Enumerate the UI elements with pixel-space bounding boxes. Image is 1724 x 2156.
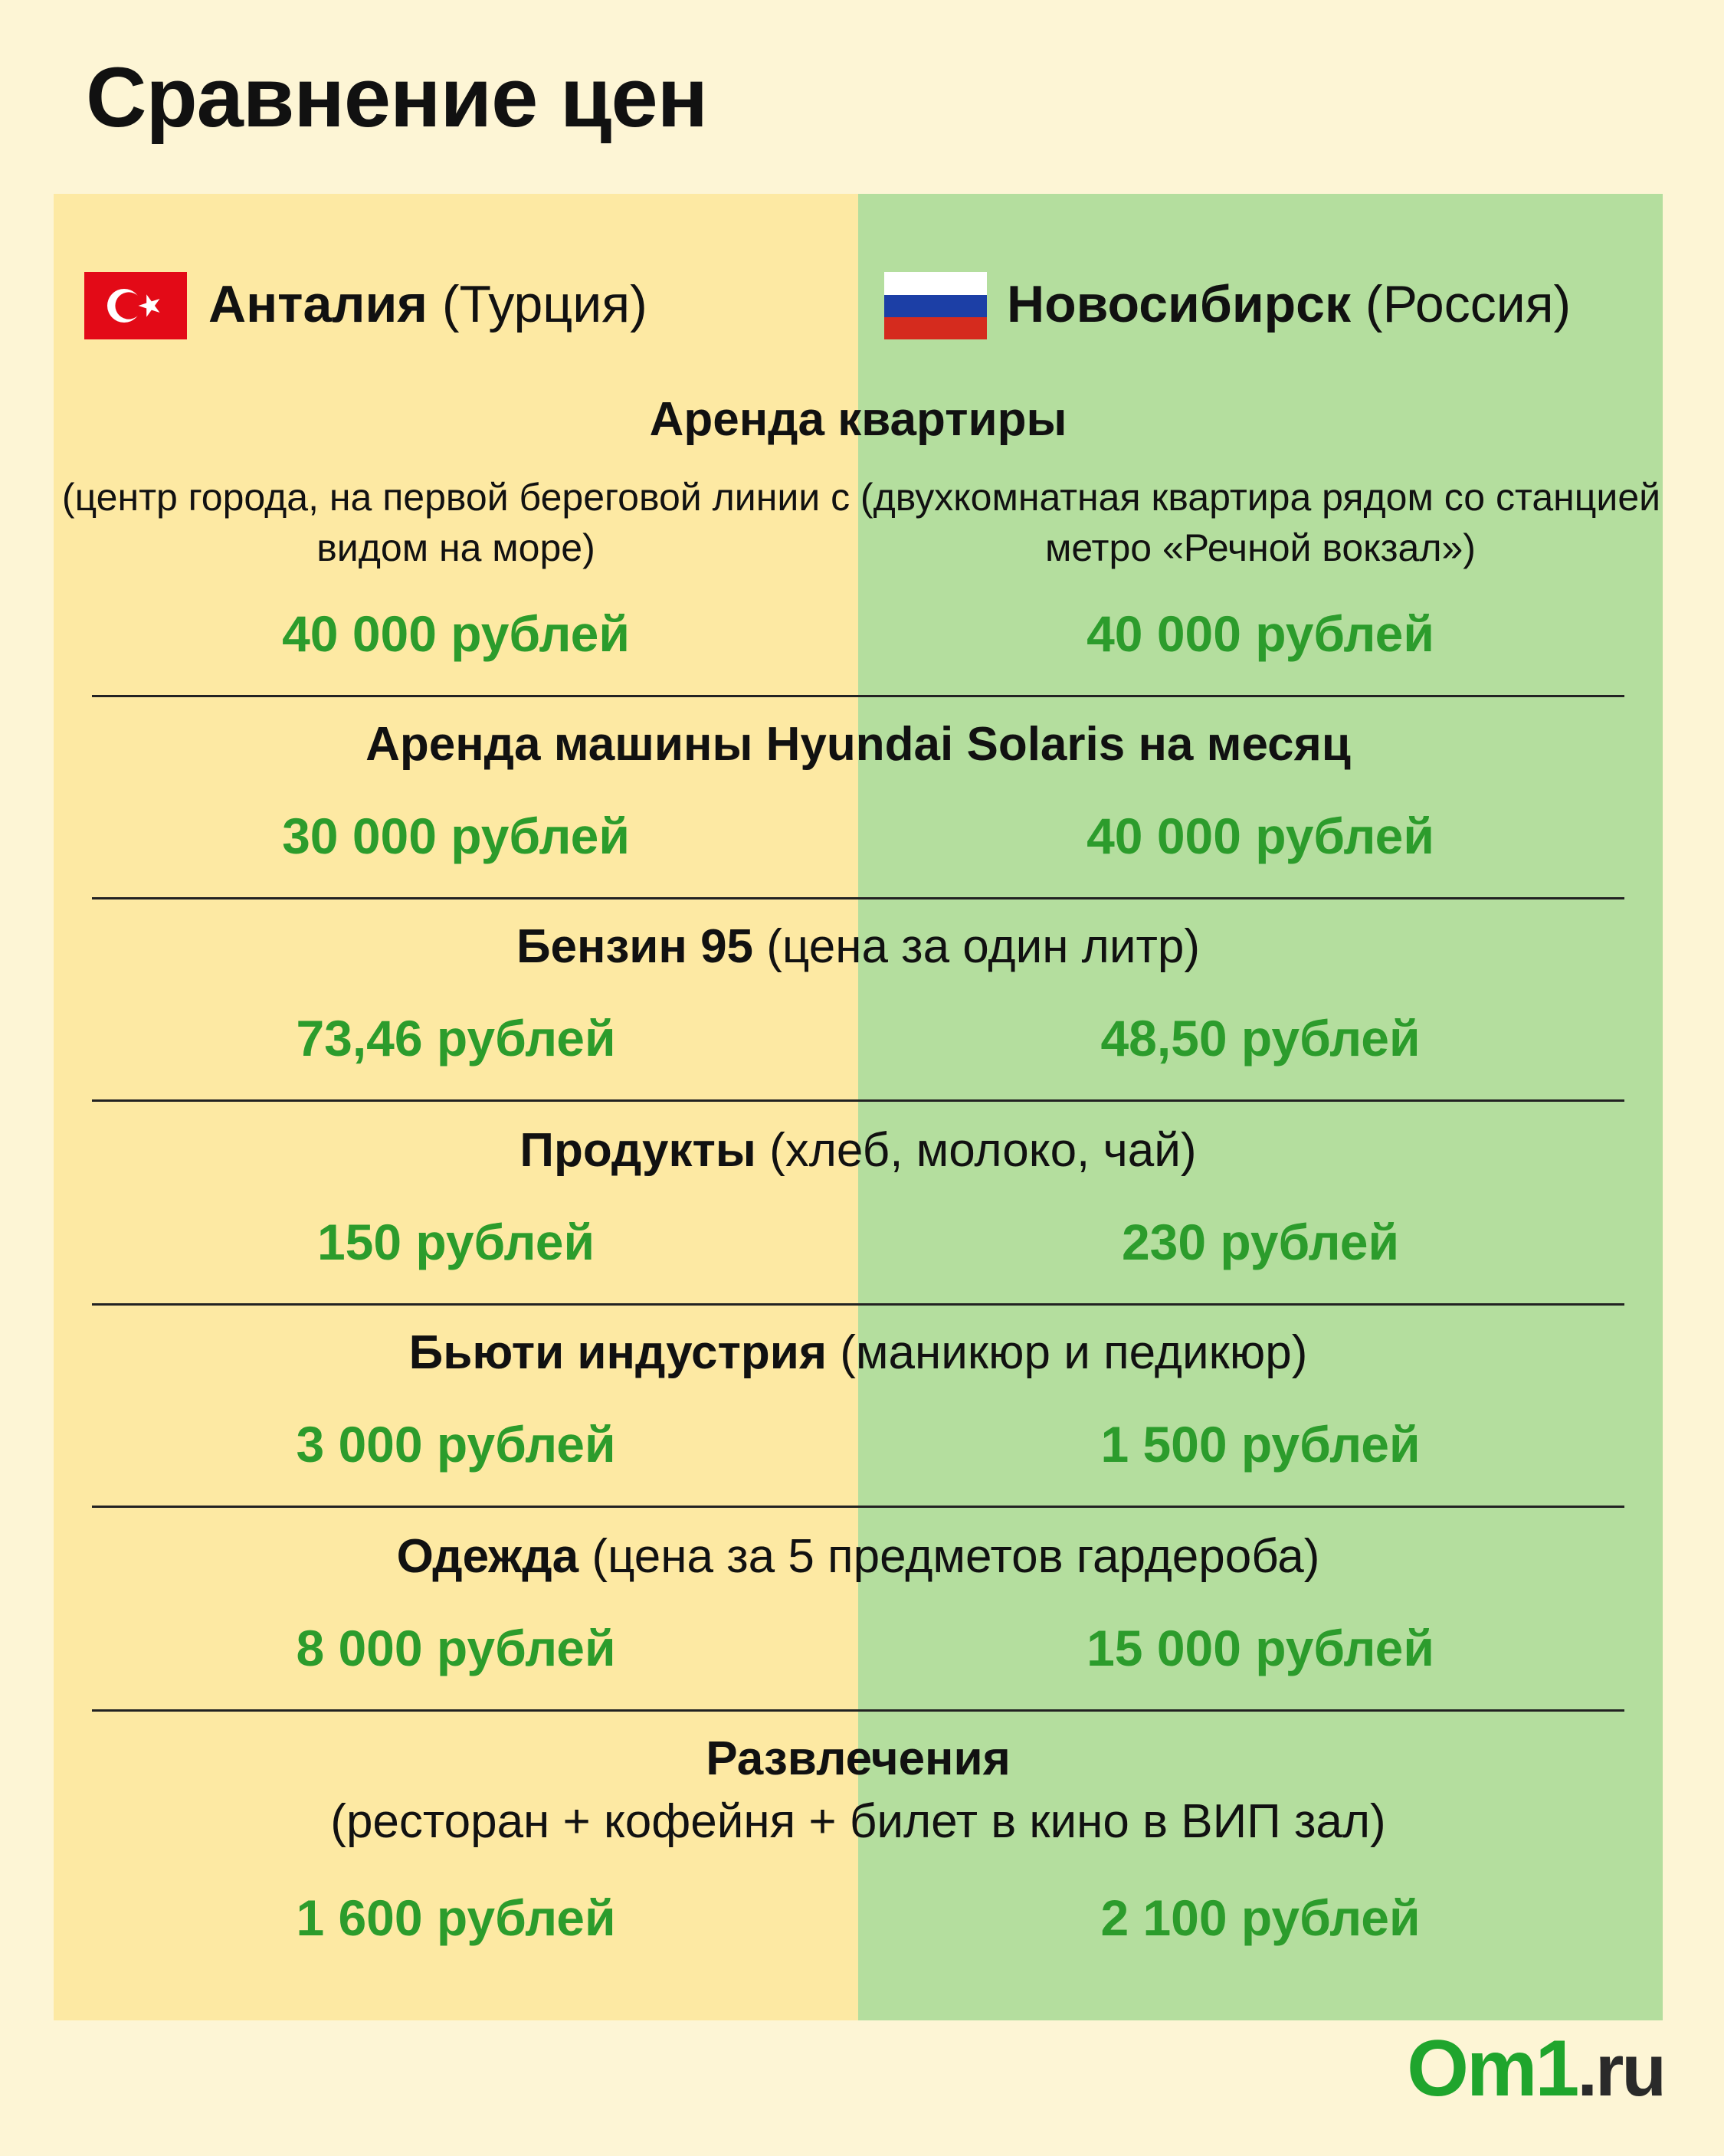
right-price: 1 500 рублей [1100, 1416, 1421, 1473]
category-title: Бензин 95 (цена за один литр) [516, 920, 1201, 973]
divider [92, 1709, 1624, 1712]
right-city-name: Новосибирск [1007, 275, 1352, 333]
right-column-background [858, 194, 1663, 2020]
left-price: 73,46 рублей [296, 1010, 616, 1067]
category-title: Аренда машины Hyundai Solaris на месяц [365, 718, 1351, 771]
left-country-name: (Турция) [441, 275, 647, 333]
divider [92, 1303, 1624, 1306]
left-price: 8 000 рублей [296, 1620, 616, 1676]
right-description: (двухкомнатная квартира рядом со станцие… [860, 476, 1661, 569]
right-city-header: Новосибирск (Россия) [1007, 274, 1571, 335]
right-country-name: (Россия) [1365, 275, 1572, 333]
right-price: 40 000 рублей [1087, 808, 1434, 864]
comparison-panel: Анталия (Турция) Новосибирск (Россия) Ар… [54, 194, 1663, 2020]
right-price: 40 000 рублей [1087, 605, 1434, 662]
left-price: 3 000 рублей [296, 1416, 616, 1473]
right-price: 230 рублей [1121, 1214, 1400, 1270]
category-title: Аренда квартиры [649, 393, 1067, 446]
left-column-background [54, 194, 858, 2020]
left-price: 30 000 рублей [282, 808, 630, 864]
left-city-header: Анталия (Турция) [208, 274, 647, 335]
category-note: (ресторан + кофейня + билет в кино в ВИП… [330, 1795, 1386, 1848]
category-title: Продукты (хлеб, молоко, чай) [519, 1124, 1197, 1177]
right-price: 15 000 рублей [1087, 1620, 1434, 1676]
category-title: Одежда (цена за 5 предметов гардероба) [396, 1530, 1320, 1583]
divider [92, 1506, 1624, 1508]
left-price: 1 600 рублей [296, 1889, 616, 1946]
divider [92, 695, 1624, 697]
left-city-name: Анталия [208, 275, 428, 333]
category-title: Бьюти индустрия (маникюр и педикюр) [408, 1326, 1308, 1379]
right-price: 48,50 рублей [1100, 1010, 1421, 1067]
left-price: 150 рублей [316, 1214, 595, 1270]
category-title: Развлечения [706, 1732, 1011, 1785]
left-description: (центр города, на первой береговой линии… [61, 476, 851, 569]
divider [92, 1099, 1624, 1102]
right-price: 2 100 рублей [1100, 1889, 1421, 1946]
turkey-flag-icon [84, 272, 187, 339]
divider [92, 897, 1624, 899]
russia-flag-icon [884, 272, 987, 339]
page-title: Сравнение цен [86, 51, 708, 145]
left-price: 40 000 рублей [282, 605, 630, 662]
om1-logo: Om1.ru [1407, 2024, 1667, 2113]
